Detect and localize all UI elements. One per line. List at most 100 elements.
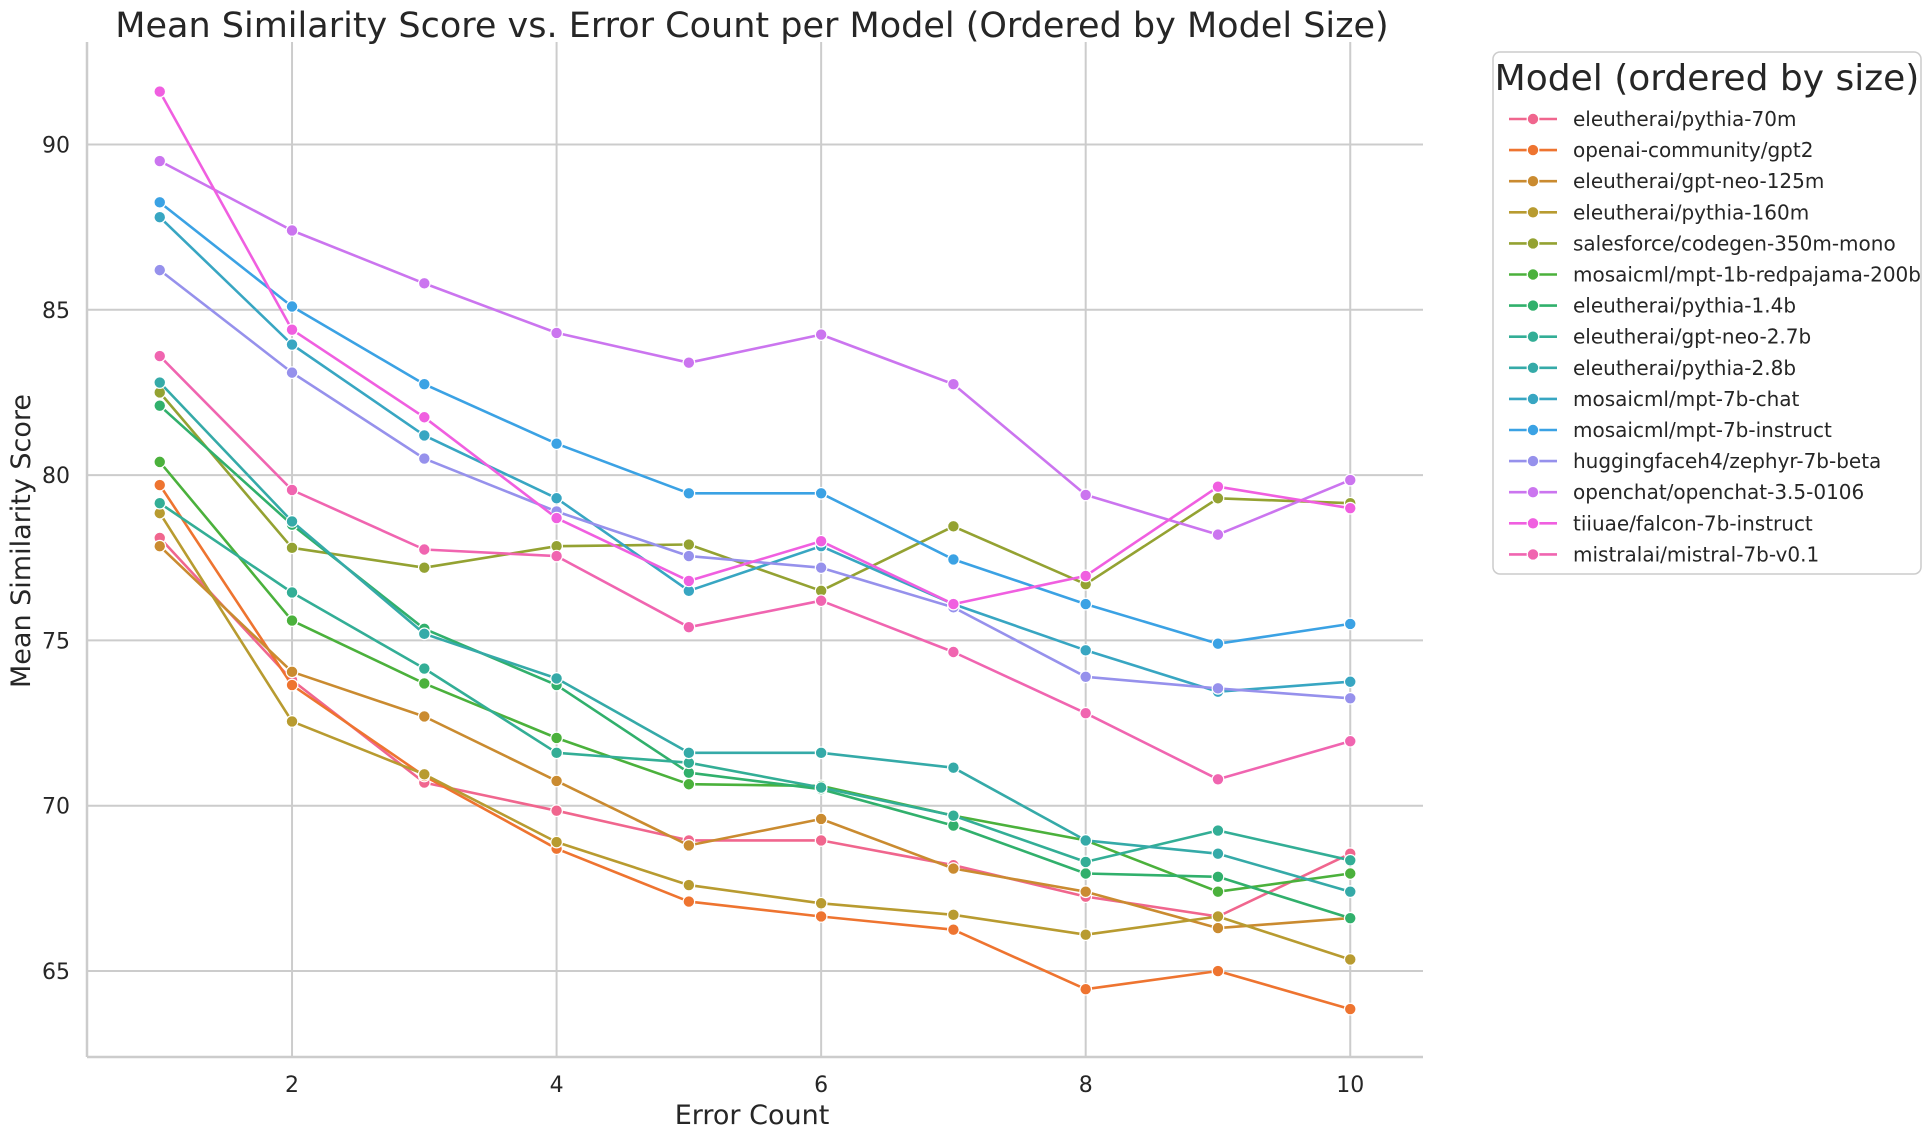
data-point [947, 809, 960, 823]
data-point [417, 410, 431, 424]
data-point [417, 561, 431, 575]
data-point [285, 366, 299, 380]
data-point [285, 614, 299, 627]
series-eleutherai-pythia-1-4b [153, 399, 1357, 925]
data-point [417, 677, 431, 690]
data-point [417, 452, 431, 465]
x-tick-label: 4 [550, 1073, 564, 1098]
legend-marker [1526, 112, 1540, 126]
data-point [417, 377, 431, 391]
data-point [417, 276, 431, 290]
data-point [550, 437, 563, 451]
data-point [947, 553, 960, 566]
data-point [947, 597, 960, 611]
data-point [285, 300, 299, 313]
legend-marker [1526, 174, 1540, 188]
data-point [153, 376, 167, 389]
legend-label: tiiuae/falcon-7b-instruct [1573, 511, 1813, 535]
data-point [947, 761, 960, 775]
data-point [285, 541, 299, 555]
x-axis-label: Error Count [675, 1100, 830, 1131]
series-mosaicml-mpt-7b-chat [153, 210, 1357, 699]
data-point [285, 224, 299, 237]
data-point [1079, 867, 1093, 880]
data-point [1343, 473, 1357, 487]
legend-item-salesforce-codegen-350m-mono: salesforce/codegen-350m-mono [1509, 231, 1896, 255]
data-point [285, 483, 299, 497]
data-point [417, 767, 431, 781]
data-point [1343, 885, 1357, 899]
legend-marker [1526, 268, 1540, 281]
data-point [153, 399, 167, 413]
x-tick-label: 10 [1336, 1073, 1364, 1098]
data-point [417, 662, 431, 675]
axes-spines [85, 42, 1423, 1059]
y-tick-label: 90 [42, 133, 70, 158]
data-point [550, 491, 563, 505]
y-tick-label: 65 [42, 960, 70, 985]
data-point [1211, 824, 1225, 837]
data-point [814, 746, 828, 760]
data-point [814, 896, 828, 910]
legend-item-eleutherai-pythia-160m: eleutherai/pythia-160m [1509, 200, 1809, 224]
data-point [947, 377, 960, 391]
legend-item-mosaicml-mpt-1b-redpajama-200b: mosaicml/mpt-1b-redpajama-200b [1509, 263, 1921, 287]
legend-item-mosaicml-mpt-7b-chat: mosaicml/mpt-7b-chat [1509, 387, 1800, 411]
data-point [1211, 637, 1225, 651]
series-salesforce-codegen-350m-mono [153, 386, 1357, 598]
data-point [285, 665, 299, 679]
legend-item-eleutherai-pythia-1-4b: eleutherai/pythia-1.4b [1509, 294, 1796, 318]
data-point [550, 746, 563, 760]
data-point [1079, 597, 1093, 611]
data-point [1343, 734, 1357, 748]
series-line [158, 545, 1351, 930]
data-point [814, 910, 828, 923]
legend-label: eleutherai/pythia-160m [1573, 200, 1809, 224]
data-point [1079, 569, 1093, 583]
data-point [947, 645, 960, 659]
legend-marker [1526, 361, 1540, 375]
data-point [682, 538, 696, 551]
legend-item-openchat-openchat-3-5-0106: openchat/openchat-3.5-0106 [1509, 480, 1864, 504]
legend-label: huggingfaceh4/zephyr-7b-beta [1573, 449, 1881, 473]
data-point [550, 835, 563, 849]
legend-label: eleutherai/pythia-2.8b [1573, 356, 1796, 380]
data-point [285, 338, 299, 351]
y-tick-label: 70 [42, 795, 70, 820]
data-point [682, 878, 696, 892]
data-point [417, 429, 431, 442]
data-point [682, 777, 696, 791]
data-point [550, 774, 563, 788]
data-point [814, 561, 828, 575]
data-point [1079, 982, 1093, 996]
data-point [1211, 885, 1225, 899]
legend-marker [1526, 143, 1540, 157]
data-point [682, 549, 696, 563]
data-point [1211, 491, 1225, 505]
series-mosaicml-mpt-7b-instruct [153, 195, 1357, 651]
legend: Model (ordered by size) eleutherai/pythi… [1492, 51, 1922, 575]
data-point [947, 923, 960, 937]
series-line [158, 484, 1351, 1011]
data-point [417, 543, 431, 556]
legend-item-openai-community-gpt2: openai-community/gpt2 [1509, 138, 1813, 162]
legend-label: openai-community/gpt2 [1573, 138, 1813, 162]
data-point [814, 328, 828, 341]
series-line [158, 512, 1351, 961]
data-point [153, 455, 167, 469]
series-line [159, 502, 1351, 864]
data-point [682, 574, 696, 588]
data-point [285, 323, 299, 337]
data-point [153, 195, 167, 209]
legend-marker [1526, 423, 1540, 437]
series-mistralai-mistral-7b-v0-1 [153, 349, 1357, 786]
data-point [1343, 867, 1357, 880]
x-tick-label: 8 [1079, 1073, 1093, 1098]
data-point [153, 478, 167, 492]
data-point [153, 210, 167, 224]
series-line [158, 201, 1351, 646]
series-tiiuae-falcon-7b-instruct [153, 85, 1357, 611]
legend-item-eleutherai-pythia-2-8b: eleutherai/pythia-2.8b [1509, 356, 1796, 380]
data-point [417, 627, 431, 641]
